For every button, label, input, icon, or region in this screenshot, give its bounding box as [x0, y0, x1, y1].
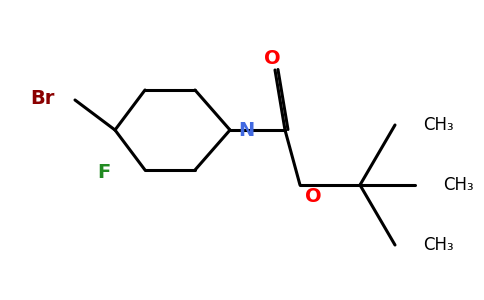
Text: CH₃: CH₃	[443, 176, 474, 194]
Text: CH₃: CH₃	[423, 236, 454, 254]
Text: O: O	[305, 187, 322, 206]
Text: Br: Br	[30, 88, 55, 107]
Text: N: N	[238, 121, 254, 140]
Text: O: O	[264, 49, 280, 68]
Text: CH₃: CH₃	[423, 116, 454, 134]
Text: F: F	[97, 163, 110, 182]
